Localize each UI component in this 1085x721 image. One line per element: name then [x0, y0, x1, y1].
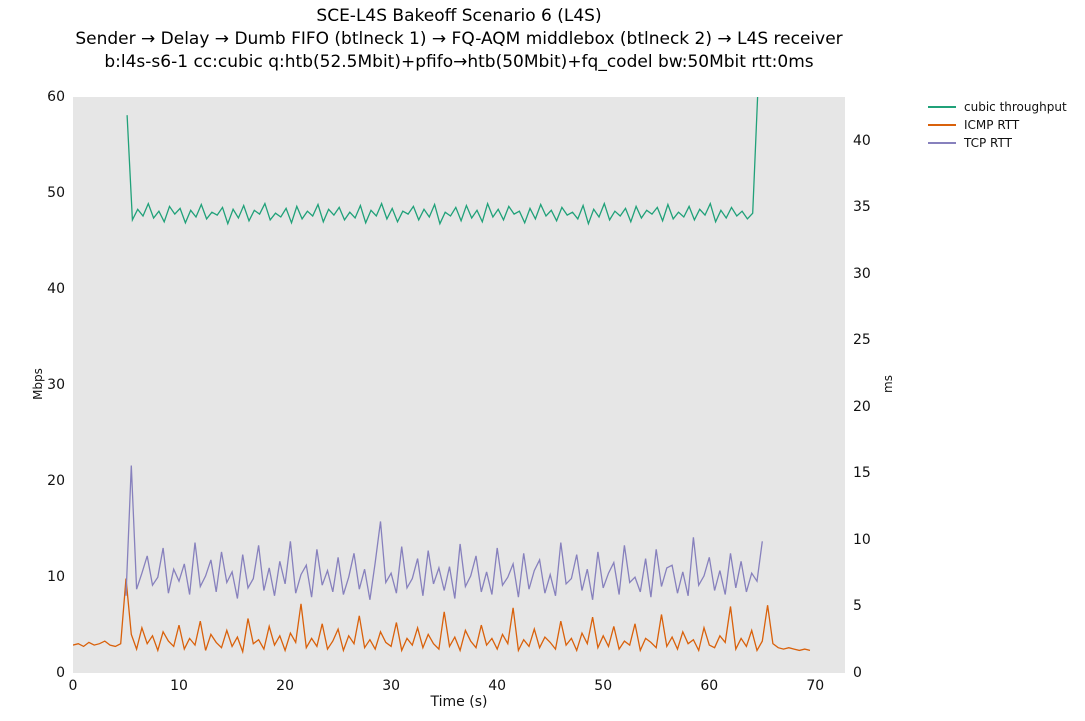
- y-right-tick-label: 15: [853, 465, 871, 482]
- y-left-tick-label: 0: [56, 665, 65, 681]
- y-right-tick-label: 5: [853, 598, 862, 615]
- y-left-tick-label: 30: [47, 377, 65, 393]
- legend-line-swatch-purple: [928, 142, 956, 144]
- legend-line-swatch-orange: [928, 124, 956, 126]
- series-line-tcp-rtt: [125, 465, 763, 600]
- y-right-tick-label: 30: [853, 265, 871, 282]
- y-right-tick-label: 40: [853, 132, 871, 149]
- series-lines: [73, 97, 811, 655]
- plot-area: [73, 97, 845, 673]
- y-left-tick-label: 10: [47, 569, 65, 585]
- y-left-tick-label: 50: [47, 185, 65, 201]
- y-right-tick-label: 20: [853, 398, 871, 415]
- x-tick-label: 20: [276, 678, 294, 694]
- chart-subtitle-topology: Sender → Delay → Dumb FIFO (btlneck 1) →…: [75, 29, 843, 49]
- y-right-axis-label: ms: [881, 375, 895, 393]
- y-left-tick-label: 40: [47, 281, 65, 297]
- y-right-tick-label: 35: [853, 199, 871, 216]
- x-tick-label: 10: [170, 678, 188, 694]
- y-right-tick-label: 10: [853, 531, 871, 548]
- legend: cubic throughput ICMP RTT TCP RTT: [928, 98, 1067, 152]
- legend-label: cubic throughput: [964, 100, 1067, 114]
- x-tick-label: 30: [382, 678, 401, 694]
- legend-label: TCP RTT: [964, 136, 1012, 150]
- x-axis-label: Time (s): [430, 694, 488, 710]
- y-left-tick-label: 60: [47, 89, 65, 105]
- y-right-tick-label: 25: [853, 332, 871, 349]
- legend-line-swatch-green: [928, 106, 956, 108]
- y-left-tick-label: 20: [47, 473, 65, 489]
- chart-subtitle-params: b:l4s-s6-1 cc:cubic q:htb(52.5Mbit)+pfif…: [104, 52, 814, 72]
- x-tick-label: 60: [700, 678, 719, 694]
- x-tick-label: 40: [488, 678, 507, 694]
- chart-title: SCE-L4S Bakeoff Scenario 6 (L4S): [316, 6, 602, 26]
- legend-label: ICMP RTT: [964, 118, 1020, 132]
- x-tick-label: 70: [806, 678, 825, 694]
- legend-item-icmp-rtt: ICMP RTT: [928, 116, 1067, 134]
- series-line-cubic-throughput: [126, 97, 759, 226]
- x-tick-label: 50: [594, 678, 613, 694]
- y-right-tick-label: 0: [853, 665, 862, 681]
- y-left-axis-label: Mbps: [31, 368, 45, 400]
- legend-item-cubic-throughput: cubic throughput: [928, 98, 1067, 116]
- legend-item-tcp-rtt: TCP RTT: [928, 134, 1067, 152]
- x-tick-label: 0: [68, 678, 78, 694]
- series-line-icmp-rtt: [73, 578, 811, 655]
- chart-title-block: SCE-L4S Bakeoff Scenario 6 (L4S) Sender …: [73, 5, 845, 74]
